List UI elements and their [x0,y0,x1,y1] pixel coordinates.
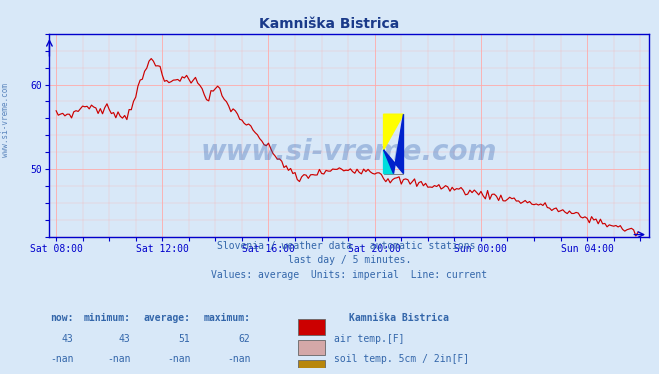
FancyBboxPatch shape [299,360,326,374]
Text: 43: 43 [62,334,73,344]
Text: soil temp. 5cm / 2in[F]: soil temp. 5cm / 2in[F] [334,354,469,364]
Text: Slovenia / weather data - automatic stations.
last day / 5 minutes.
Values: aver: Slovenia / weather data - automatic stat… [211,241,488,280]
Polygon shape [384,150,393,174]
Text: www.si-vreme.com: www.si-vreme.com [201,138,498,166]
Text: maximum:: maximum: [204,313,250,323]
Text: -nan: -nan [167,354,190,364]
Text: 43: 43 [119,334,130,344]
FancyBboxPatch shape [299,319,326,335]
Text: -nan: -nan [50,354,73,364]
FancyBboxPatch shape [299,340,326,355]
Text: Kamniška Bistrica: Kamniška Bistrica [349,313,449,323]
Text: air temp.[F]: air temp.[F] [334,334,405,344]
Text: minimum:: minimum: [84,313,130,323]
Polygon shape [384,114,403,150]
Text: Kamniška Bistrica: Kamniška Bistrica [260,17,399,31]
Polygon shape [384,114,403,174]
Text: -nan: -nan [107,354,130,364]
Text: average:: average: [144,313,190,323]
Text: now:: now: [50,313,73,323]
Bar [384,114,403,174]
Text: -nan: -nan [227,354,250,364]
Text: 62: 62 [239,334,250,344]
Text: www.si-vreme.com: www.si-vreme.com [1,83,10,157]
Text: 51: 51 [179,334,190,344]
